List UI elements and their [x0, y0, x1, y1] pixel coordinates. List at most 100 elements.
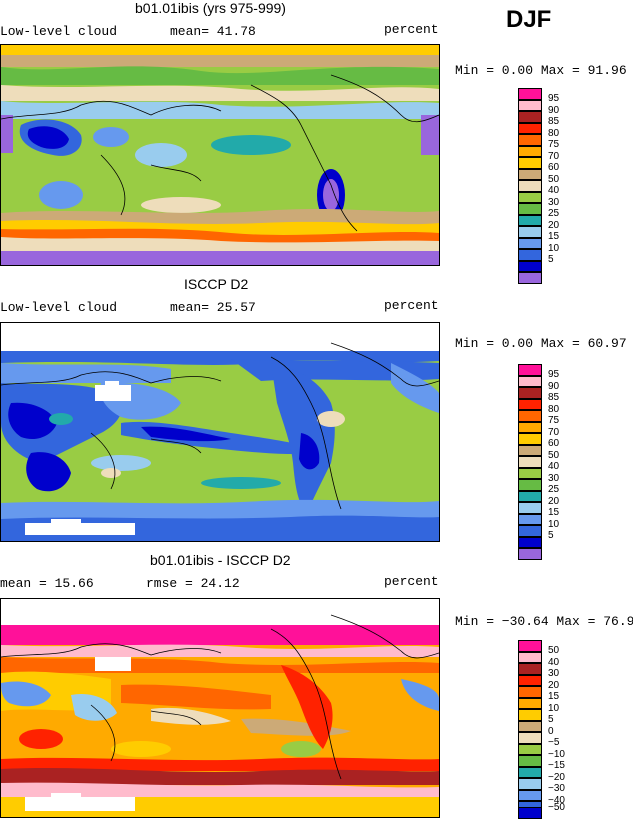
panel3-contour-map [1, 599, 439, 817]
legend-label: 25 [548, 484, 560, 495]
legend-swatch [518, 364, 542, 376]
legend-swatch [518, 226, 542, 238]
legend-swatch [518, 387, 542, 399]
panel3-map [0, 598, 440, 818]
legend-label: 75 [548, 139, 560, 150]
legend-label: 10 [548, 242, 560, 254]
legend-label: 10 [548, 518, 560, 530]
legend-label: 85 [548, 392, 560, 403]
legend-swatch [518, 663, 542, 675]
legend-swatch [518, 111, 542, 123]
legend-label: 20 [548, 495, 560, 507]
legend-label: −5 [548, 737, 560, 748]
panel1-legend: 95 90 85 80 75 70 60 50 40 30 25 20 15 1… [518, 88, 578, 284]
legend-label: 10 [548, 702, 560, 714]
legend-label: 15 [548, 507, 560, 518]
panel1-map [0, 44, 440, 266]
legend-label: 25 [548, 208, 560, 219]
legend-label: 50 [548, 645, 560, 656]
legend-label: 60 [548, 438, 560, 449]
legend-swatch [518, 168, 542, 181]
panel2-title: ISCCP D2 [184, 276, 249, 292]
legend-swatch [518, 709, 542, 721]
legend-swatch [518, 249, 542, 261]
legend-label: 5 [548, 714, 554, 725]
panel2-variable-label: Low-level cloud [0, 300, 118, 315]
legend-label: −40 [548, 794, 565, 806]
legend-swatch [518, 191, 542, 204]
legend-label: 40 [548, 185, 560, 196]
legend-swatch [518, 467, 542, 480]
panel1-variable-label: Low-level cloud [0, 24, 118, 39]
legend-swatch [518, 214, 542, 227]
legend-swatch [518, 513, 542, 526]
panel3-legend: 50 40 30 20 15 10 5 0 −5 −10 −15 −20 −30… [518, 640, 578, 819]
panel3-minmax: Min = −30.64 Max = 76.94 [455, 614, 633, 629]
legend-swatch [518, 686, 542, 698]
legend-swatch [518, 456, 542, 468]
legend-label: 5 [548, 530, 554, 541]
legend-swatch [518, 272, 542, 284]
legend-swatch [518, 743, 542, 756]
legend-swatch [518, 525, 542, 537]
legend-swatch [518, 237, 542, 250]
legend-swatch [518, 640, 542, 652]
legend-label: 20 [548, 679, 560, 691]
legend-swatch [518, 490, 542, 503]
legend-label: 30 [548, 196, 560, 208]
legend-swatch [518, 398, 542, 411]
legend-label: 15 [548, 231, 560, 242]
legend-swatch [518, 134, 542, 146]
panel2-unit: percent [384, 298, 439, 313]
legend-label: 0 [548, 725, 554, 737]
panel3-rmse: rmse = 24.12 [146, 576, 240, 591]
panel1-minmax: Min = 0.00 Max = 91.96 [455, 63, 627, 78]
legend-label: 50 [548, 173, 560, 185]
legend-label: 50 [548, 449, 560, 461]
legend-swatch [518, 421, 542, 434]
panel2-mean: mean= 25.57 [170, 300, 256, 315]
legend-swatch [518, 410, 542, 422]
legend-swatch [518, 755, 542, 767]
legend-label: 60 [548, 162, 560, 173]
legend-swatch [518, 778, 542, 790]
legend-label: 90 [548, 104, 560, 116]
legend-swatch [518, 502, 542, 514]
legend-swatch [518, 674, 542, 687]
legend-label: 40 [548, 461, 560, 472]
panel3-title: b01.01ibis - ISCCP D2 [150, 552, 291, 568]
legend-swatch [518, 766, 542, 779]
panel3-mean: mean = 15.66 [0, 576, 94, 591]
legend-label: 5 [548, 254, 554, 265]
legend-swatch [518, 479, 542, 491]
legend-swatch [518, 789, 542, 802]
legend-swatch [518, 433, 542, 445]
legend-label: 20 [548, 219, 560, 231]
legend-label: −20 [548, 771, 565, 783]
season-label: DJF [506, 6, 552, 33]
legend-label: 15 [548, 691, 560, 702]
panel2-minmax: Min = 0.00 Max = 60.97 [455, 336, 627, 351]
legend-label: −10 [548, 748, 565, 760]
panel1-contour-map [1, 45, 439, 265]
legend-swatch [518, 260, 542, 273]
legend-swatch [518, 732, 542, 744]
legend-label: 70 [548, 150, 560, 162]
legend-swatch [518, 203, 542, 215]
panel2-map [0, 322, 440, 542]
legend-label: 40 [548, 656, 560, 668]
panel1-unit: percent [384, 22, 439, 37]
legend-swatch [518, 807, 542, 819]
panel3-unit: percent [384, 574, 439, 589]
legend-label: 95 [548, 93, 560, 104]
legend-swatch [518, 375, 542, 388]
legend-label: −15 [548, 760, 565, 771]
legend-label: 90 [548, 380, 560, 392]
legend-label: 75 [548, 415, 560, 426]
legend-swatch [518, 444, 542, 457]
legend-label: 30 [548, 668, 560, 679]
legend-swatch [518, 697, 542, 710]
panel2-contour-map [1, 323, 439, 541]
legend-swatch [518, 180, 542, 192]
legend-swatch [518, 720, 542, 733]
